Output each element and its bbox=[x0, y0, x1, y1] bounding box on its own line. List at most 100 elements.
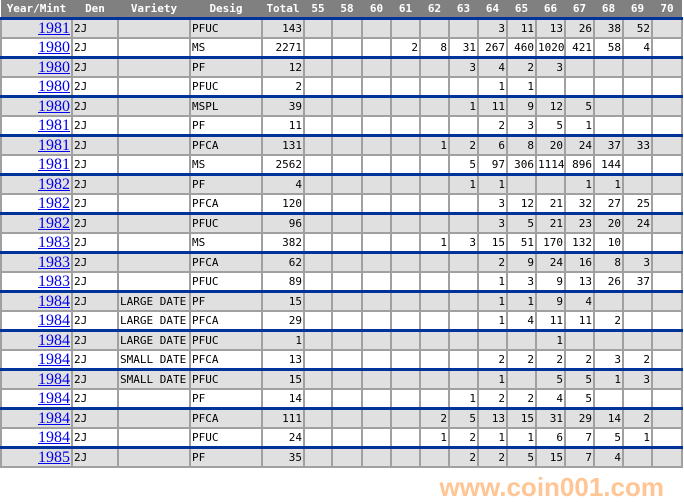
desig-cell: PFUC bbox=[189, 330, 263, 351]
total-cell: 14 bbox=[261, 389, 305, 410]
grade-count-cell bbox=[361, 428, 392, 449]
year-link[interactable]: 1984 bbox=[38, 332, 70, 349]
year-link[interactable]: 1984 bbox=[38, 293, 70, 310]
grade-count-cell bbox=[419, 213, 450, 234]
grade-count-cell: 3 bbox=[506, 116, 537, 137]
year-link[interactable]: 1984 bbox=[38, 410, 70, 427]
grade-count-cell: 2 bbox=[593, 311, 624, 332]
year-cell: 1982 bbox=[0, 174, 73, 195]
grade-count-cell: 11 bbox=[477, 96, 508, 117]
year-link[interactable]: 1982 bbox=[38, 176, 70, 193]
year-link[interactable]: 1982 bbox=[38, 215, 70, 232]
grade-count-cell: 4 bbox=[622, 38, 653, 59]
total-cell: 111 bbox=[261, 408, 305, 429]
year-link[interactable]: 1984 bbox=[38, 371, 70, 388]
variety-cell bbox=[117, 18, 191, 39]
column-header[interactable]: 67 bbox=[565, 0, 594, 20]
den-cell: 2J bbox=[71, 272, 119, 293]
year-link[interactable]: 1984 bbox=[38, 312, 70, 329]
grade-count-cell bbox=[651, 77, 683, 98]
grade-count-cell bbox=[622, 57, 653, 78]
grade-count-cell: 1 bbox=[593, 174, 624, 195]
year-link[interactable]: 1981 bbox=[38, 20, 70, 37]
grade-count-cell: 132 bbox=[564, 233, 595, 254]
grade-count-cell bbox=[622, 447, 653, 468]
total-cell: 2 bbox=[261, 77, 305, 98]
year-link[interactable]: 1982 bbox=[38, 195, 70, 212]
column-header[interactable]: Total bbox=[262, 0, 304, 20]
grade-count-cell: 2 bbox=[419, 408, 450, 429]
year-link[interactable]: 1984 bbox=[38, 351, 70, 368]
column-header[interactable]: Variety bbox=[118, 0, 190, 20]
year-cell: 1983 bbox=[0, 252, 73, 273]
watermark: www.coin001.com bbox=[439, 472, 664, 502]
grade-count-cell: 5 bbox=[506, 447, 537, 468]
den-cell: 2J bbox=[71, 447, 119, 468]
year-link[interactable]: 1983 bbox=[38, 273, 70, 290]
grade-count-cell bbox=[361, 369, 392, 390]
column-header[interactable]: 61 bbox=[391, 0, 420, 20]
grade-count-cell: 5 bbox=[535, 116, 566, 137]
grade-count-cell bbox=[651, 116, 683, 137]
grade-count-cell: 3 bbox=[622, 369, 653, 390]
grade-count-cell: 421 bbox=[564, 38, 595, 59]
grade-count-cell: 15 bbox=[506, 408, 537, 429]
year-link[interactable]: 1985 bbox=[38, 449, 70, 466]
grade-count-cell bbox=[361, 77, 392, 98]
grade-count-cell: 1 bbox=[477, 77, 508, 98]
grade-count-cell bbox=[651, 291, 683, 312]
column-header[interactable]: 68 bbox=[594, 0, 623, 20]
column-header[interactable]: 64 bbox=[478, 0, 507, 20]
column-header[interactable]: 63 bbox=[449, 0, 478, 20]
column-header[interactable]: Den bbox=[72, 0, 118, 20]
grade-count-cell: 2 bbox=[448, 447, 479, 468]
column-header[interactable]: 60 bbox=[362, 0, 391, 20]
year-link[interactable]: 1981 bbox=[38, 156, 70, 173]
table-row: 1984 2J LARGE DATE PF 15 1 1 9 4 bbox=[0, 291, 683, 312]
column-header[interactable]: 69 bbox=[623, 0, 652, 20]
grade-count-cell bbox=[303, 233, 333, 254]
grade-count-cell bbox=[390, 272, 421, 293]
desig-cell: PF bbox=[189, 57, 263, 78]
year-link[interactable]: 1980 bbox=[38, 59, 70, 76]
year-link[interactable]: 1984 bbox=[38, 429, 70, 446]
year-link[interactable]: 1980 bbox=[38, 39, 70, 56]
column-header[interactable]: Desig bbox=[190, 0, 262, 20]
column-header[interactable]: 65 bbox=[507, 0, 536, 20]
grade-count-cell bbox=[331, 18, 363, 39]
grade-count-cell bbox=[331, 389, 363, 410]
grade-count-cell: 5 bbox=[448, 408, 479, 429]
year-link[interactable]: 1983 bbox=[38, 254, 70, 271]
grade-count-cell: 58 bbox=[593, 38, 624, 59]
den-cell: 2J bbox=[71, 116, 119, 137]
grade-count-cell: 24 bbox=[564, 135, 595, 156]
grade-count-cell: 144 bbox=[593, 155, 624, 176]
desig-cell: MS bbox=[189, 233, 263, 254]
grade-count-cell bbox=[593, 330, 624, 351]
column-header[interactable]: 58 bbox=[332, 0, 362, 20]
grade-count-cell: 12 bbox=[506, 194, 537, 215]
den-cell: 2J bbox=[71, 291, 119, 312]
den-cell: 2J bbox=[71, 330, 119, 351]
grade-count-cell bbox=[419, 447, 450, 468]
grade-count-cell bbox=[419, 174, 450, 195]
year-link[interactable]: 1981 bbox=[38, 117, 70, 134]
year-link[interactable]: 1984 bbox=[38, 390, 70, 407]
grade-count-cell bbox=[506, 174, 537, 195]
column-header[interactable]: 66 bbox=[536, 0, 565, 20]
grade-count-cell bbox=[303, 330, 333, 351]
column-header[interactable]: 70 bbox=[652, 0, 682, 20]
column-header[interactable]: Year/Mint bbox=[1, 0, 72, 20]
grade-count-cell bbox=[303, 369, 333, 390]
grade-count-cell bbox=[419, 350, 450, 371]
year-link[interactable]: 1980 bbox=[38, 98, 70, 115]
variety-cell bbox=[117, 174, 191, 195]
year-link[interactable]: 1983 bbox=[38, 234, 70, 251]
column-header[interactable]: 62 bbox=[420, 0, 449, 20]
year-link[interactable]: 1981 bbox=[38, 137, 70, 154]
table-row: 1980 2J MSPL 39 1 11 9 12 5 bbox=[0, 96, 683, 117]
grade-count-cell bbox=[622, 155, 653, 176]
column-header[interactable]: 55 bbox=[304, 0, 332, 20]
year-link[interactable]: 1980 bbox=[38, 78, 70, 95]
grade-count-cell: 1 bbox=[477, 311, 508, 332]
